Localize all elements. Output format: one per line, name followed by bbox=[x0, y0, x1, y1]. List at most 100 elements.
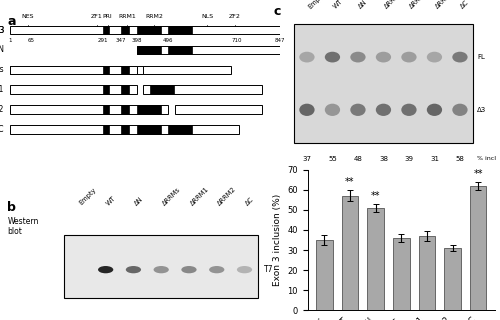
Text: Empty: Empty bbox=[78, 187, 97, 206]
Bar bbox=[342, 196, 358, 310]
Bar bbox=[137, 46, 280, 54]
Text: ΔRRMs: ΔRRMs bbox=[161, 186, 182, 206]
Text: ΔRRM2: ΔRRM2 bbox=[216, 185, 238, 206]
Ellipse shape bbox=[452, 104, 468, 116]
Text: MATR3: MATR3 bbox=[0, 26, 4, 35]
Ellipse shape bbox=[154, 266, 169, 273]
Text: ΔRRM2: ΔRRM2 bbox=[0, 105, 4, 114]
Text: 847: 847 bbox=[275, 38, 285, 43]
Ellipse shape bbox=[126, 266, 141, 273]
Bar bbox=[10, 125, 239, 134]
Bar bbox=[144, 66, 231, 74]
Text: 48: 48 bbox=[354, 156, 362, 162]
Bar bbox=[10, 105, 168, 114]
Bar bbox=[150, 85, 174, 94]
Ellipse shape bbox=[427, 52, 442, 62]
Ellipse shape bbox=[376, 52, 391, 62]
Text: ΔC: ΔC bbox=[0, 125, 4, 134]
Bar bbox=[444, 248, 461, 310]
Bar bbox=[120, 26, 129, 34]
Bar bbox=[10, 85, 136, 94]
Text: **: ** bbox=[371, 191, 380, 201]
Ellipse shape bbox=[300, 52, 314, 62]
Text: 291: 291 bbox=[98, 38, 108, 43]
Text: ΔRRM2: ΔRRM2 bbox=[434, 0, 456, 10]
Text: 38: 38 bbox=[379, 156, 388, 162]
Bar bbox=[174, 105, 262, 114]
Ellipse shape bbox=[350, 52, 366, 62]
Ellipse shape bbox=[237, 266, 252, 273]
Y-axis label: Exon 3 inclusion (%): Exon 3 inclusion (%) bbox=[272, 194, 281, 286]
Ellipse shape bbox=[402, 52, 416, 62]
Text: RRM2: RRM2 bbox=[145, 14, 163, 20]
Text: ΔRRMs: ΔRRMs bbox=[0, 65, 4, 74]
Text: c: c bbox=[273, 5, 280, 18]
Text: RRM1: RRM1 bbox=[118, 14, 136, 20]
Text: T7: T7 bbox=[264, 265, 274, 274]
Bar bbox=[137, 46, 161, 54]
Bar bbox=[470, 186, 486, 310]
Ellipse shape bbox=[209, 266, 224, 273]
Text: PRI: PRI bbox=[103, 14, 113, 20]
Bar bbox=[137, 105, 161, 114]
Bar bbox=[120, 66, 129, 74]
Bar bbox=[168, 125, 192, 134]
Text: 1: 1 bbox=[8, 38, 12, 43]
Bar bbox=[120, 105, 129, 114]
Text: b: b bbox=[8, 201, 16, 214]
Bar bbox=[103, 66, 109, 74]
Bar bbox=[10, 26, 280, 34]
Bar bbox=[137, 125, 161, 134]
Text: 31: 31 bbox=[430, 156, 439, 162]
Text: ZF1: ZF1 bbox=[91, 14, 102, 20]
Text: ΔRRM1: ΔRRM1 bbox=[189, 185, 210, 206]
Text: ΔN: ΔN bbox=[134, 196, 144, 206]
Text: ΔRRM1: ΔRRM1 bbox=[0, 85, 4, 94]
Text: 496: 496 bbox=[163, 38, 173, 43]
Bar bbox=[120, 85, 129, 94]
Text: 37: 37 bbox=[302, 156, 312, 162]
Text: **: ** bbox=[345, 177, 354, 187]
Text: % incl: % incl bbox=[477, 156, 496, 161]
Ellipse shape bbox=[300, 104, 314, 116]
Text: ZF2: ZF2 bbox=[228, 14, 240, 20]
Bar bbox=[168, 26, 192, 34]
Text: NES: NES bbox=[22, 14, 34, 20]
Bar bbox=[137, 26, 161, 34]
Ellipse shape bbox=[325, 52, 340, 62]
Text: ΔC: ΔC bbox=[244, 196, 255, 206]
Text: ΔRRMs: ΔRRMs bbox=[384, 0, 404, 10]
Ellipse shape bbox=[427, 104, 442, 116]
Text: ΔN: ΔN bbox=[358, 0, 369, 10]
Bar bbox=[418, 236, 435, 310]
Ellipse shape bbox=[325, 104, 340, 116]
Ellipse shape bbox=[350, 104, 366, 116]
Text: Western
blot: Western blot bbox=[8, 217, 38, 236]
Text: 58: 58 bbox=[456, 156, 464, 162]
Bar bbox=[10, 66, 225, 74]
Bar bbox=[393, 238, 409, 310]
Text: 347: 347 bbox=[116, 38, 126, 43]
Text: 398: 398 bbox=[132, 38, 142, 43]
Text: Empty: Empty bbox=[307, 0, 326, 10]
Text: WT: WT bbox=[332, 0, 344, 10]
Text: Δ3: Δ3 bbox=[477, 107, 486, 113]
Bar bbox=[64, 235, 258, 298]
Text: NLS: NLS bbox=[201, 14, 213, 20]
Bar bbox=[120, 125, 129, 134]
Text: a: a bbox=[8, 15, 16, 28]
Text: FL: FL bbox=[477, 54, 485, 60]
Ellipse shape bbox=[98, 266, 114, 273]
Bar bbox=[168, 46, 192, 54]
Bar bbox=[144, 85, 262, 94]
Text: 65: 65 bbox=[27, 38, 34, 43]
Bar bbox=[368, 208, 384, 310]
Ellipse shape bbox=[182, 266, 196, 273]
Text: **: ** bbox=[474, 169, 483, 179]
Bar bbox=[316, 240, 332, 310]
Text: ΔRRM1: ΔRRM1 bbox=[409, 0, 430, 10]
Text: 55: 55 bbox=[328, 156, 337, 162]
Text: ΔC: ΔC bbox=[460, 0, 470, 10]
Ellipse shape bbox=[452, 52, 468, 62]
Text: MATR3: MATR3 bbox=[0, 26, 4, 35]
